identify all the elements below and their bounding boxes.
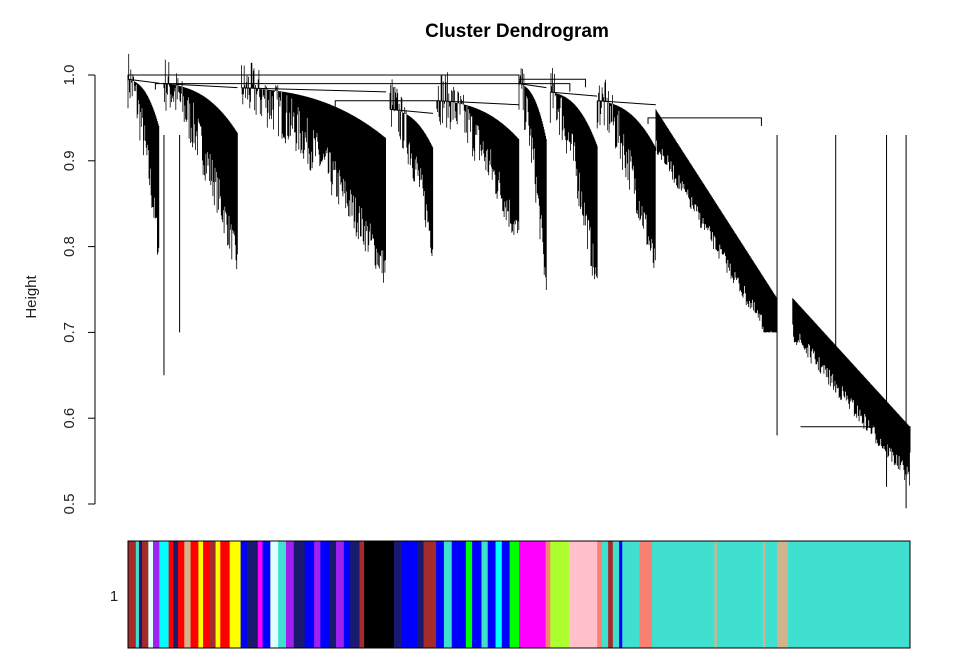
dendrogram-tree bbox=[127, 53, 911, 509]
module-color-block bbox=[472, 541, 482, 648]
y-axis: 0.5 0.6 0.7 0.8 0.9 1.0 bbox=[61, 65, 96, 515]
module-color-block bbox=[293, 541, 306, 648]
module-color-block bbox=[612, 541, 620, 648]
module-color-block bbox=[619, 541, 623, 648]
branch-leaves bbox=[127, 53, 160, 255]
module-color-block bbox=[240, 541, 248, 648]
merge-link bbox=[334, 100, 438, 109]
decline-leaves bbox=[655, 109, 777, 333]
module-color-block bbox=[501, 541, 511, 648]
module-color-block bbox=[173, 541, 179, 648]
module-color-block bbox=[270, 541, 279, 648]
y-tick-label: 1.0 bbox=[61, 65, 78, 86]
module-color-block bbox=[246, 541, 259, 648]
module-color-block bbox=[220, 541, 231, 648]
module-color-block bbox=[135, 541, 140, 648]
module-color-block bbox=[393, 541, 403, 648]
module-color-block bbox=[343, 541, 351, 648]
module-color-block bbox=[178, 541, 185, 648]
decline-leaves bbox=[792, 298, 910, 486]
y-tick-label: 0.8 bbox=[61, 236, 78, 257]
module-color-block bbox=[714, 541, 718, 648]
branch-link bbox=[163, 83, 238, 89]
module-color-block bbox=[257, 541, 263, 648]
branch-leaves bbox=[241, 62, 386, 283]
module-color-block bbox=[128, 541, 137, 648]
module-color-block bbox=[285, 541, 295, 648]
color-bar-row-label: 1 bbox=[110, 588, 118, 605]
module-color-block bbox=[329, 541, 337, 648]
module-color-block bbox=[278, 541, 287, 648]
module-color-block bbox=[138, 541, 143, 648]
module-color-block bbox=[203, 541, 210, 648]
module-color-block bbox=[765, 541, 778, 648]
module-color-block bbox=[509, 541, 520, 648]
module-color-block bbox=[159, 541, 170, 648]
branch-leaves bbox=[518, 68, 547, 290]
module-color-block bbox=[148, 541, 154, 648]
module-color-block bbox=[481, 541, 489, 648]
module-color-block bbox=[608, 541, 614, 648]
module-color-block bbox=[545, 541, 551, 648]
module-color-block bbox=[597, 541, 603, 648]
module-color-block bbox=[436, 541, 445, 648]
branch-leaves bbox=[596, 79, 656, 268]
module-color-block bbox=[601, 541, 609, 648]
module-color-block bbox=[314, 541, 321, 648]
module-color-block bbox=[304, 541, 315, 648]
module-color-block bbox=[451, 541, 467, 648]
module-color-block bbox=[401, 541, 418, 648]
merge-link bbox=[800, 426, 911, 453]
module-color-block bbox=[142, 541, 149, 648]
module-color-block bbox=[569, 541, 598, 648]
module-color-block bbox=[519, 541, 546, 648]
module-color-block bbox=[550, 541, 570, 648]
branch-leaves bbox=[162, 59, 238, 270]
module-color-block bbox=[495, 541, 503, 648]
module-color-block bbox=[198, 541, 204, 648]
y-tick-label: 0.5 bbox=[61, 494, 78, 515]
module-color-block bbox=[168, 541, 174, 648]
module-color-block bbox=[190, 541, 199, 648]
y-tick-label: 0.6 bbox=[61, 408, 78, 429]
module-color-block bbox=[215, 541, 221, 648]
y-tick-label: 0.9 bbox=[61, 150, 78, 171]
module-color-block bbox=[762, 541, 766, 648]
module-color-bar bbox=[127, 540, 911, 649]
module-color-block bbox=[359, 541, 365, 648]
module-color-block bbox=[716, 541, 764, 648]
merge-link bbox=[647, 117, 762, 126]
branch-link bbox=[436, 100, 520, 106]
module-color-block bbox=[443, 541, 453, 648]
branch-link bbox=[550, 91, 598, 97]
module-color-block bbox=[153, 541, 160, 648]
merge-link bbox=[127, 74, 520, 83]
module-color-block bbox=[423, 541, 437, 648]
module-color-block bbox=[336, 541, 345, 648]
module-color-block bbox=[788, 541, 911, 648]
y-tick-label: 0.7 bbox=[61, 322, 78, 343]
module-color-block bbox=[465, 541, 473, 648]
module-color-block bbox=[262, 541, 271, 648]
module-color-block bbox=[639, 541, 653, 648]
module-color-block bbox=[651, 541, 715, 648]
module-color-block bbox=[229, 541, 242, 648]
branch-leaves bbox=[436, 72, 520, 235]
y-axis-label: Height bbox=[23, 274, 40, 318]
module-color-block bbox=[184, 541, 191, 648]
chart-title: Cluster Dendrogram bbox=[425, 21, 609, 42]
color-bar-border bbox=[127, 540, 911, 649]
merge-link bbox=[154, 83, 571, 92]
module-color-block bbox=[350, 541, 360, 648]
module-color-block bbox=[487, 541, 496, 648]
module-color-block bbox=[777, 541, 789, 648]
module-color-block bbox=[622, 541, 640, 648]
module-color-block bbox=[364, 541, 395, 648]
branch-leaves bbox=[389, 79, 434, 256]
module-color-block bbox=[209, 541, 216, 648]
module-color-block bbox=[417, 541, 424, 648]
module-color-block bbox=[320, 541, 331, 648]
branch-leaves bbox=[549, 68, 598, 280]
